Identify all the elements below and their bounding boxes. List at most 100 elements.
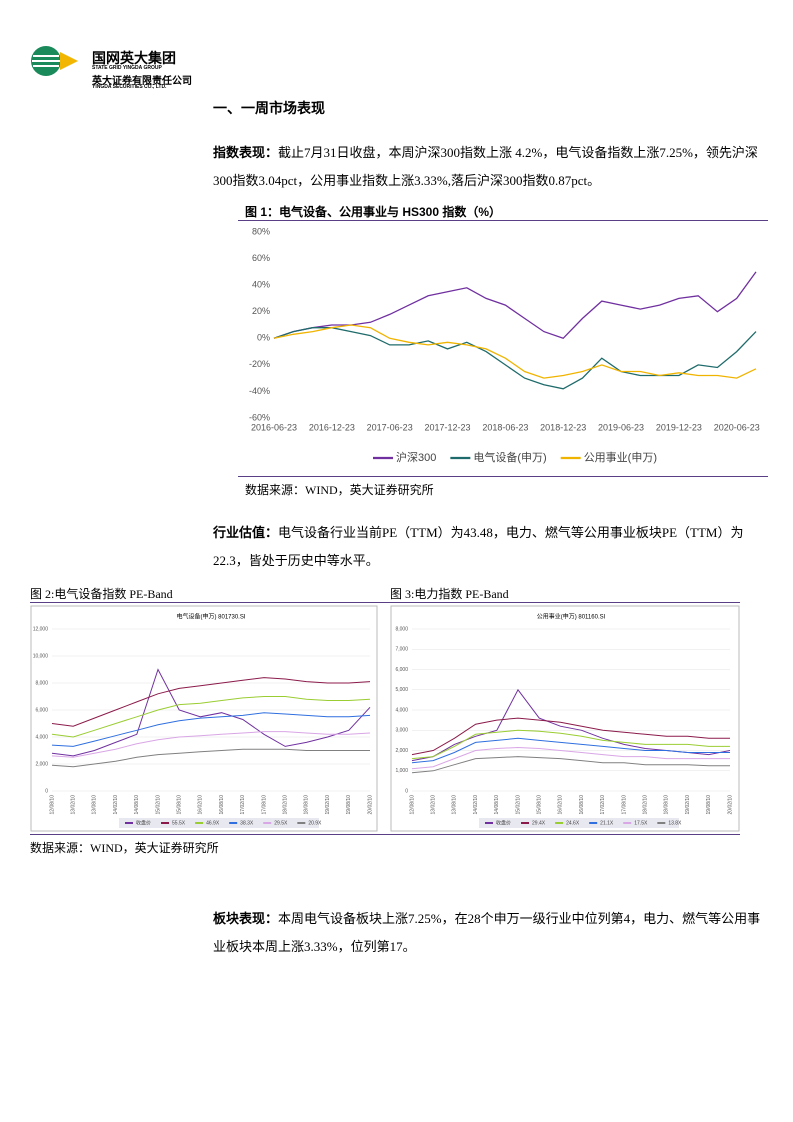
x-tick-label: 20/02/10: [367, 795, 373, 815]
paragraph-text: 截止7月31日收盘，本周沪深300指数上涨 4.2%，电气设备指数上涨7.25%…: [213, 145, 758, 188]
x-tick-label: 16/08/10: [579, 795, 585, 815]
x-tick-label: 19/08/10: [706, 795, 712, 815]
x-tick-label: 14/02/10: [473, 795, 479, 815]
series-line: [411, 717, 730, 756]
x-tick-label: 19/08/10: [346, 795, 352, 815]
x-tick-label: 13/08/10: [92, 795, 98, 815]
legend-label: 17.5X: [634, 820, 648, 826]
y-tick-label: -20%: [249, 359, 270, 369]
figure-title: 图 2:电气设备指数 PE-Band: [30, 587, 173, 601]
figure-title: 图 3:电力指数 PE-Band: [390, 587, 509, 601]
series-line: [411, 746, 730, 770]
y-tick-label: 2,000: [35, 761, 48, 767]
paragraph: 板块表现：本周电气设备板块上涨7.25%，在28个申万一级行业中位列第4，电力、…: [213, 905, 768, 961]
legend-label: 公用事业(申万): [584, 451, 657, 464]
y-tick-label: 3,000: [395, 728, 408, 734]
y-tick-label: 80%: [252, 226, 270, 236]
company-cn: 国网英大集团: [92, 50, 176, 66]
x-tick-label: 17/02/10: [240, 795, 246, 815]
x-tick-label: 2018-06-23: [482, 422, 528, 432]
x-tick-label: 14/02/10: [113, 795, 119, 815]
x-tick-label: 2017-12-23: [424, 422, 470, 432]
x-tick-label: 16/08/10: [219, 795, 225, 815]
x-tick-label: 18/02/10: [643, 795, 649, 815]
series-line: [51, 677, 371, 727]
x-tick-label: 17/08/10: [621, 795, 627, 815]
legend-label: 55.5X: [172, 820, 186, 826]
series-line: [273, 324, 757, 379]
legend-label: 沪深300: [396, 450, 436, 464]
y-tick-label: 1,000: [395, 768, 408, 774]
x-tick-label: 13/02/10: [431, 795, 437, 815]
figure-title: 图 1：电气设备、公用事业与 HS300 指数（%）: [245, 205, 502, 219]
plot-frame: [390, 605, 740, 832]
y-tick-label: 4,000: [395, 707, 408, 713]
y-tick-label: 20%: [252, 306, 270, 316]
y-tick-label: 4,000: [35, 734, 48, 740]
section-title: 一、一周市场表现: [213, 100, 325, 116]
x-tick-label: 16/02/10: [558, 795, 564, 815]
y-tick-label: 0%: [257, 333, 270, 343]
legend-box: [479, 818, 679, 828]
x-tick-label: 18/02/10: [283, 795, 289, 815]
legend-label: 13.8X: [668, 820, 682, 826]
y-tick-label: 6,000: [395, 667, 408, 673]
paragraph: 指数表现：截止7月31日收盘，本周沪深300指数上涨 4.2%，电气设备指数上涨…: [213, 139, 768, 195]
legend-label: 24.6X: [566, 820, 580, 826]
rule: [238, 220, 768, 221]
y-tick-label: 12,000: [33, 626, 49, 632]
plot-frame: [30, 605, 378, 832]
x-tick-label: 14/08/10: [134, 795, 140, 815]
x-tick-label: 20/02/10: [727, 795, 733, 815]
series-line: [51, 712, 371, 747]
chart: 电气设备(申万) 801730.SI 0 2,000 4,000 6,000 8,000 1…: [30, 605, 378, 832]
series-line: [273, 327, 757, 390]
series-line: [411, 729, 730, 760]
x-tick-label: 2019-06-23: [598, 422, 644, 432]
series-line: [273, 271, 757, 340]
y-tick-label: 60%: [252, 253, 270, 263]
series-line: [51, 731, 371, 758]
chart-subtitle: 公用事业(申万) 801160.SI: [537, 613, 606, 621]
x-tick-label: 19/02/10: [685, 795, 691, 815]
x-tick-label: 2019-12-23: [656, 422, 702, 432]
legend-box: [119, 818, 319, 828]
y-tick-label: -60%: [249, 412, 270, 422]
x-tick-label: 18/08/10: [664, 795, 670, 815]
x-tick-label: 15/08/10: [537, 795, 543, 815]
x-tick-label: 18/08/10: [304, 795, 310, 815]
legend-label: 收盘价: [496, 819, 511, 826]
rule: [30, 602, 740, 603]
chart-subtitle: 电气设备(申万) 801730.SI: [176, 613, 245, 621]
y-tick-label: 6,000: [35, 707, 48, 713]
legend-label: 20.9X: [308, 820, 322, 826]
series-line: [51, 748, 370, 768]
sub-cn: 英大证券有限责任公司: [92, 76, 192, 87]
x-tick-label: 2016-12-23: [309, 422, 355, 432]
y-tick-label: 8,000: [395, 626, 408, 632]
y-tick-label: 10,000: [33, 653, 49, 659]
rule: [30, 834, 740, 835]
x-tick-label: 14/08/10: [494, 795, 500, 815]
sub-en: YINGDA SECURITIES CO., LTD.: [92, 84, 167, 90]
series-line: [51, 696, 371, 738]
x-tick-label: 15/02/10: [155, 795, 161, 815]
x-tick-label: 16/02/10: [198, 795, 204, 815]
rule: [238, 476, 768, 477]
x-tick-label: 2017-06-23: [367, 422, 413, 432]
y-tick-label: 7,000: [395, 647, 408, 653]
x-tick-label: 15/08/10: [177, 795, 183, 815]
legend-label: 收盘价: [136, 819, 151, 826]
paragraph: 行业估值：电气设备行业当前PE（TTM）为43.48，电力、燃气等公用事业板块P…: [213, 519, 768, 575]
legend-label: 29.4X: [532, 820, 546, 826]
x-tick-label: 17/02/10: [600, 795, 606, 815]
legend-label: 21.1X: [600, 820, 614, 826]
x-tick-label: 2018-12-23: [540, 422, 586, 432]
y-tick-label: 0: [45, 788, 48, 794]
x-tick-label: 13/02/10: [71, 795, 77, 815]
y-tick-label: 8,000: [35, 680, 48, 686]
x-tick-label: 2020-06-23: [714, 422, 760, 432]
paragraph-text: 电气设备行业当前PE（TTM）为43.48，电力、燃气等公用事业板块PE（TTM…: [213, 525, 744, 568]
legend-label: 38.3X: [240, 820, 254, 826]
